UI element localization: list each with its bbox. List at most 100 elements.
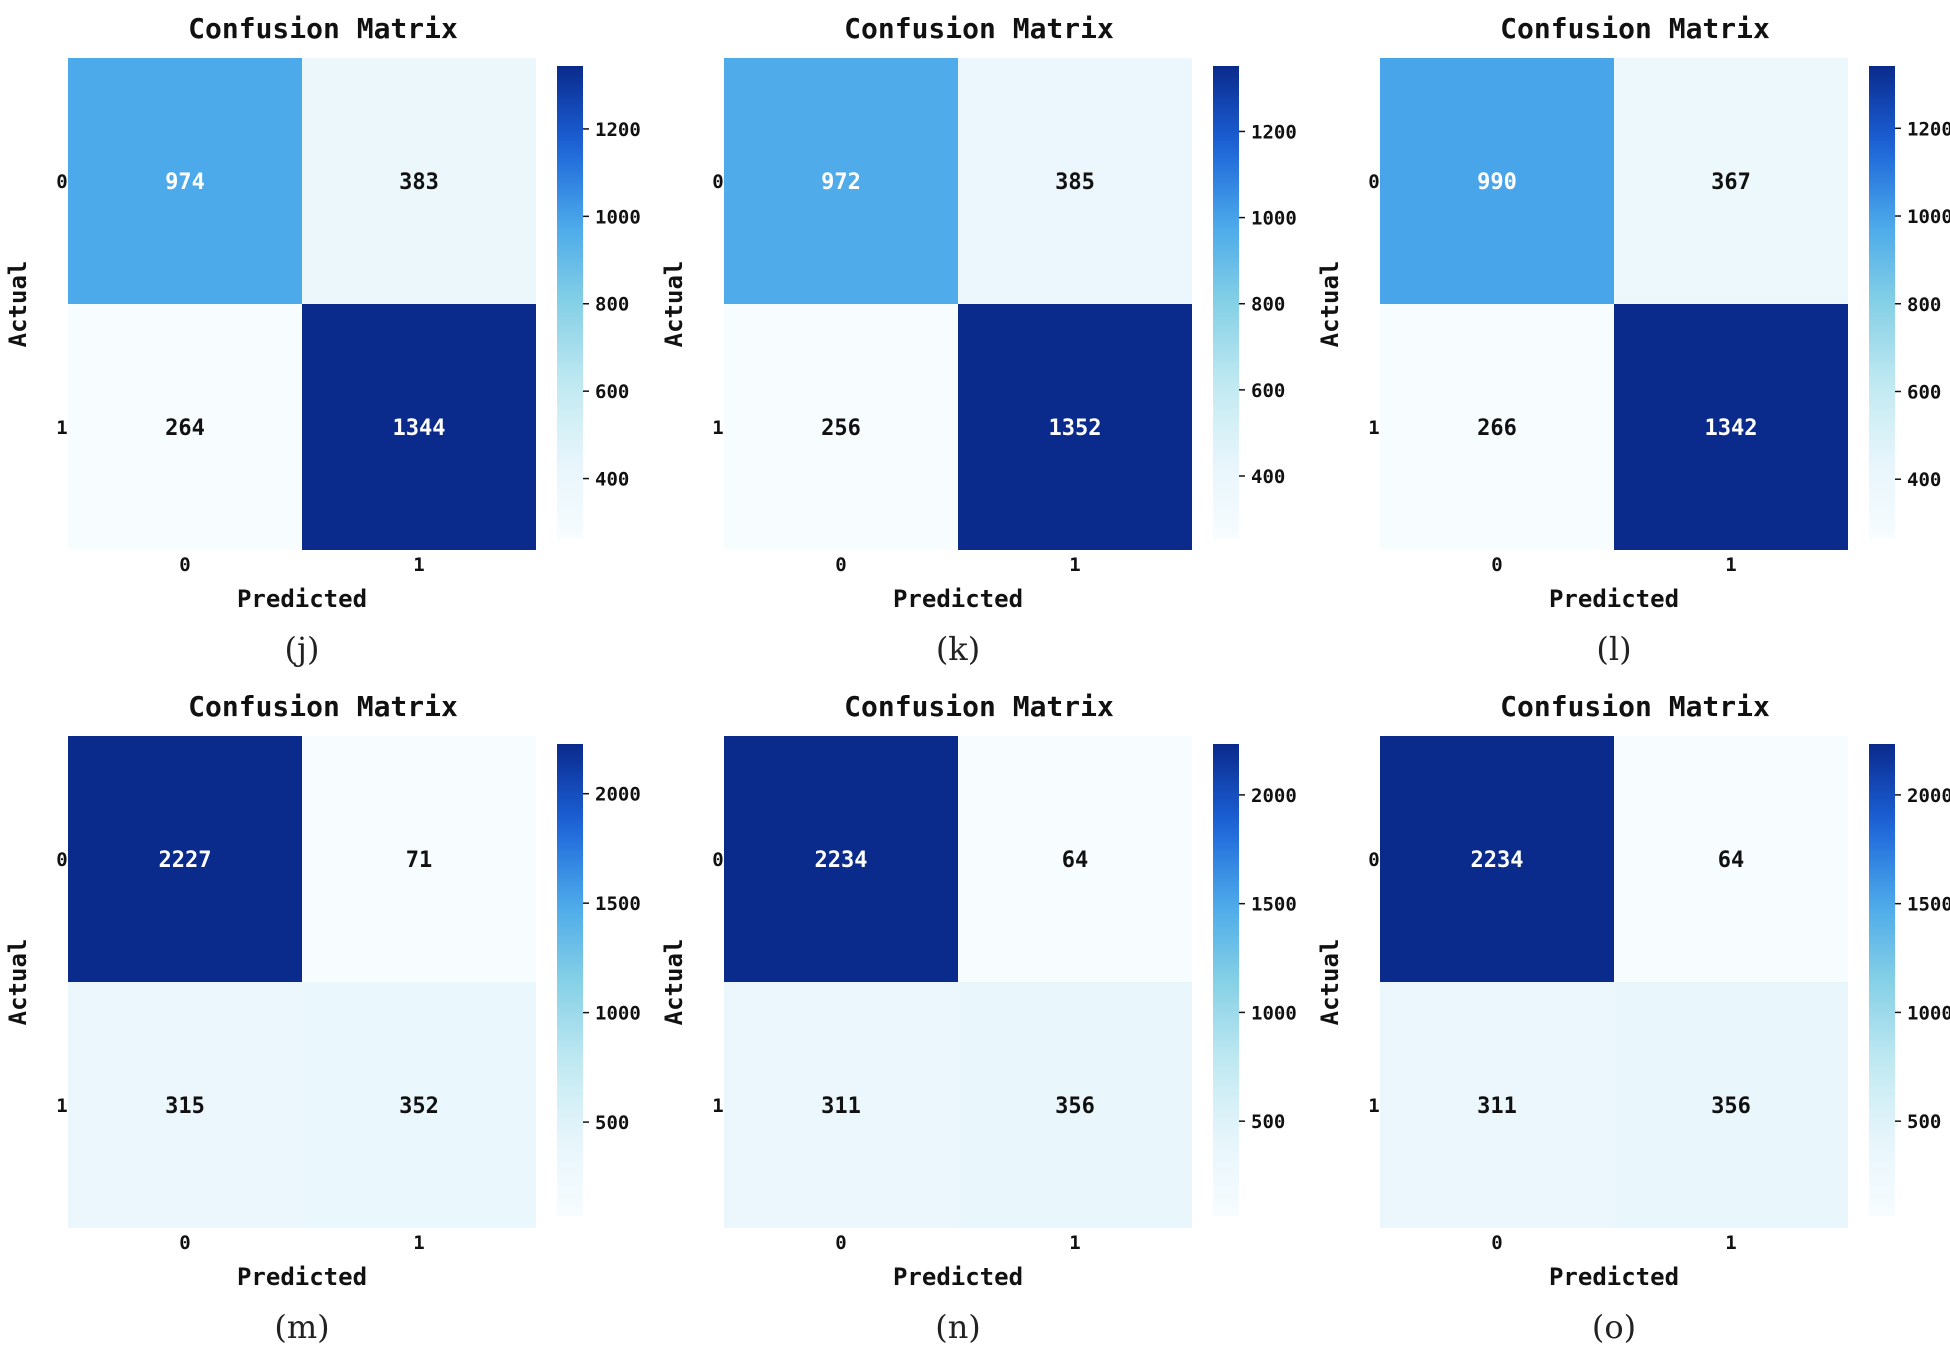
x-tick-label: 0 — [1491, 1232, 1502, 1254]
cell-value-label: 972 — [821, 170, 861, 195]
colorbar-tick-label: 1000 — [1251, 208, 1297, 230]
y-axis-label: Actual — [4, 261, 32, 348]
y-tick-label: 1 — [56, 417, 67, 439]
colorbar-tick-label: 500 — [595, 1112, 629, 1134]
panel-caption: (m) — [274, 1308, 329, 1346]
x-tick-label: 0 — [1491, 554, 1502, 576]
cell-value-label: 356 — [1711, 1094, 1751, 1119]
colorbar-tick-label: 1500 — [1907, 894, 1950, 916]
x-tick-label: 1 — [1725, 1232, 1736, 1254]
heatmap-cell — [958, 58, 1192, 304]
colorbar-tick-label: 1000 — [1251, 1002, 1297, 1024]
y-tick-label: 1 — [712, 417, 723, 439]
confusion-matrix-panel: Confusion Matrix 974 383 264 1344 0 1 0 1 Predict… — [4, 12, 641, 668]
y-tick-label: 0 — [56, 171, 67, 193]
y-axis-label: Actual — [1316, 261, 1344, 348]
colorbar-tick-label: 400 — [1251, 466, 1285, 488]
heatmap-cell — [1614, 736, 1848, 982]
x-tick-label: 1 — [1725, 554, 1736, 576]
x-axis-label: Predicted — [237, 1263, 367, 1291]
heatmap-cell — [1380, 304, 1614, 550]
y-tick-label: 1 — [1368, 1095, 1379, 1117]
x-tick-label: 1 — [413, 554, 424, 576]
heatmap-cell — [302, 304, 536, 550]
heatmap-cell — [302, 982, 536, 1228]
colorbar-tick-label: 2000 — [595, 784, 641, 806]
y-tick-label: 1 — [1368, 417, 1379, 439]
x-axis-label: Predicted — [237, 585, 367, 613]
colorbar — [1869, 744, 1895, 1216]
colorbar — [557, 744, 583, 1216]
chart-title: Confusion Matrix — [844, 12, 1114, 45]
colorbar-tick-label: 500 — [1251, 1111, 1285, 1133]
cell-value-label: 352 — [399, 1094, 439, 1119]
confusion-matrix-panel: Confusion Matrix 2234 64 311 356 0 1 0 1 Predicte… — [1316, 690, 1950, 1346]
heatmap-cell — [1380, 982, 1614, 1228]
y-axis-label: Actual — [660, 261, 688, 348]
heatmap-cell — [68, 982, 302, 1228]
x-tick-label: 1 — [1069, 1232, 1080, 1254]
confusion-matrix-panel: Confusion Matrix 2234 64 311 356 0 1 0 1 Predicte… — [660, 690, 1297, 1346]
x-tick-label: 0 — [179, 554, 190, 576]
heatmap-cell — [1614, 982, 1848, 1228]
y-tick-label: 0 — [56, 849, 67, 871]
colorbar-tick-label: 1500 — [1251, 894, 1297, 916]
cell-value-label: 71 — [406, 848, 433, 873]
colorbar-tick-label: 1200 — [1907, 118, 1950, 140]
y-tick-label: 0 — [1368, 171, 1379, 193]
heatmap-cell — [958, 736, 1192, 982]
panel-caption: (l) — [1596, 630, 1631, 668]
panel-caption: (j) — [285, 630, 320, 668]
cell-value-label: 311 — [1477, 1094, 1517, 1119]
x-axis-label: Predicted — [893, 585, 1023, 613]
colorbar-tick-label: 1500 — [595, 893, 641, 915]
cell-value-label: 1344 — [393, 416, 446, 441]
cell-value-label: 266 — [1477, 416, 1517, 441]
colorbar-tick-label: 400 — [595, 469, 629, 491]
confusion-matrix-panel: Confusion Matrix 2227 71 315 352 0 1 0 1 Predicte… — [4, 690, 641, 1346]
colorbar-tick-label: 1000 — [595, 1003, 641, 1025]
colorbar-tick-label: 1000 — [1907, 1002, 1950, 1024]
colorbar — [1869, 66, 1895, 538]
chart-title: Confusion Matrix — [1500, 690, 1770, 723]
colorbar-tick-label: 800 — [1907, 294, 1941, 316]
x-tick-label: 0 — [179, 1232, 190, 1254]
cell-value-label: 256 — [821, 416, 861, 441]
cell-value-label: 385 — [1055, 170, 1095, 195]
heatmap-cell — [68, 304, 302, 550]
colorbar-tick-label: 600 — [1251, 380, 1285, 402]
cell-value-label: 990 — [1477, 170, 1517, 195]
colorbar-tick-label: 1000 — [595, 206, 641, 228]
colorbar-tick-label: 800 — [1251, 294, 1285, 316]
x-tick-label: 0 — [835, 1232, 846, 1254]
colorbar-tick-label: 1000 — [1907, 206, 1950, 228]
heatmap-cell — [1380, 58, 1614, 304]
x-axis-label: Predicted — [1549, 585, 1679, 613]
heatmap-cell — [724, 304, 958, 550]
colorbar-tick-label: 2000 — [1251, 785, 1297, 807]
cell-value-label: 2234 — [1471, 848, 1524, 873]
x-tick-label: 1 — [1069, 554, 1080, 576]
y-axis-label: Actual — [660, 939, 688, 1026]
cell-value-label: 64 — [1718, 848, 1745, 873]
colorbar-tick-label: 600 — [595, 381, 629, 403]
y-axis-label: Actual — [4, 939, 32, 1026]
y-tick-label: 1 — [712, 1095, 723, 1117]
heatmap-cell — [68, 736, 302, 982]
cell-value-label: 311 — [821, 1094, 861, 1119]
cell-value-label: 315 — [165, 1094, 205, 1119]
heatmap-cell — [68, 58, 302, 304]
x-tick-label: 1 — [413, 1232, 424, 1254]
cell-value-label: 383 — [399, 170, 439, 195]
y-tick-label: 0 — [712, 849, 723, 871]
colorbar-tick-label: 1200 — [595, 119, 641, 141]
chart-title: Confusion Matrix — [188, 690, 458, 723]
colorbar — [557, 66, 583, 538]
y-tick-label: 0 — [712, 171, 723, 193]
colorbar-tick-label: 1200 — [1251, 121, 1297, 143]
heatmap-cell — [958, 982, 1192, 1228]
cell-value-label: 264 — [165, 416, 205, 441]
cell-value-label: 974 — [165, 170, 205, 195]
